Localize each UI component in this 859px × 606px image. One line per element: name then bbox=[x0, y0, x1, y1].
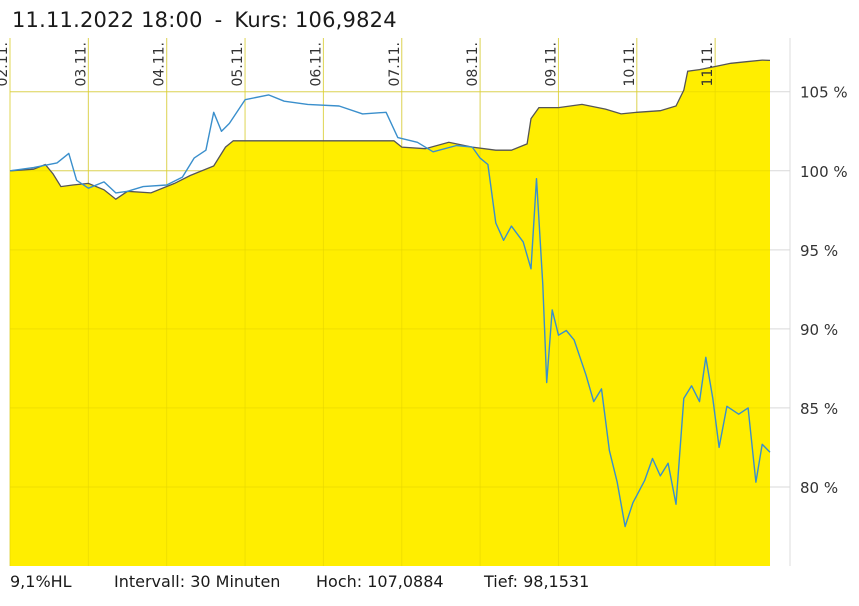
y-tick-label-1: 85 % bbox=[800, 400, 838, 418]
y-tick-label-3: 95 % bbox=[800, 242, 838, 260]
y-tick-label-2: 90 % bbox=[800, 321, 838, 339]
compare-series-line bbox=[9, 94, 771, 528]
chart-header: 11.11.2022 18:00- Kurs: 106,9824 bbox=[12, 8, 397, 32]
footer-high: Hoch: 107,0884 bbox=[316, 572, 444, 591]
x-tick-label-0: 02.11. bbox=[0, 42, 11, 87]
footer-indicator: 9,1%HL bbox=[10, 572, 72, 591]
footer-low: Tief: 98,1531 bbox=[484, 572, 590, 591]
header-separator: - bbox=[214, 8, 223, 32]
x-tick-label-9: 11.11. bbox=[700, 42, 716, 87]
footer-interval: Intervall: 30 Minuten bbox=[114, 572, 281, 591]
x-tick-label-2: 04.11. bbox=[152, 42, 168, 87]
header-kurs: Kurs: 106,9824 bbox=[234, 8, 397, 32]
area-series-line bbox=[9, 59, 771, 201]
y-tick-label-4: 100 % bbox=[800, 163, 848, 181]
x-tick-label-7: 09.11. bbox=[543, 42, 559, 87]
x-tick-label-4: 06.11. bbox=[308, 42, 324, 87]
x-tick-label-5: 07.11. bbox=[387, 42, 403, 87]
x-tick-label-1: 03.11. bbox=[73, 42, 89, 87]
area-series-fill bbox=[10, 60, 770, 566]
price-chart: 80 % 85 % 90 % 95 % 100 % 105 % 02.11. 03.11. 04… bbox=[0, 38, 848, 566]
y-tick-label-0: 80 % bbox=[800, 479, 838, 497]
header-datetime: 11.11.2022 18:00 bbox=[12, 8, 203, 32]
x-tick-label-8: 10.11. bbox=[622, 42, 638, 87]
x-tick-label-6: 08.11. bbox=[465, 42, 481, 87]
y-tick-label-5: 105 % bbox=[800, 84, 848, 102]
x-tick-label-3: 05.11. bbox=[230, 42, 246, 87]
